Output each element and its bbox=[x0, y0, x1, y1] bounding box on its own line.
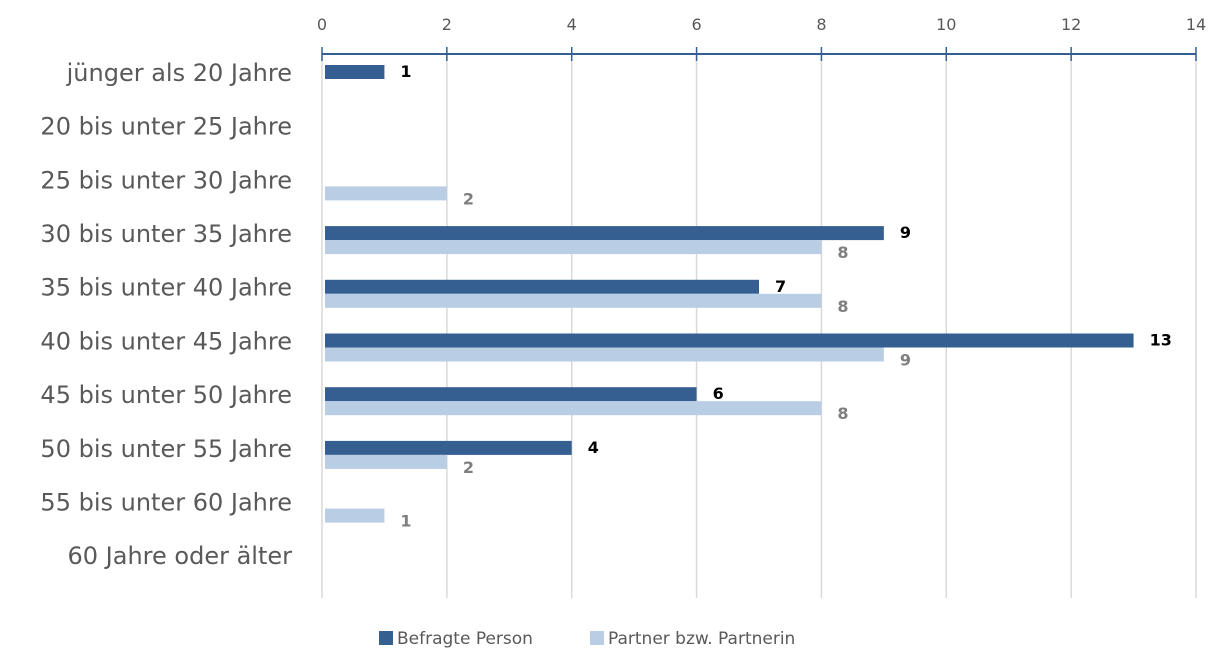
x-tick-label: 8 bbox=[816, 15, 826, 34]
category-label: 30 bis unter 35 Jahre bbox=[40, 220, 292, 248]
bar-befragte-person bbox=[325, 65, 385, 79]
category-label: 50 bis unter 55 Jahre bbox=[40, 435, 292, 463]
bars bbox=[325, 65, 1134, 523]
bar-befragte-person bbox=[325, 387, 697, 402]
category-label: 55 bis unter 60 Jahre bbox=[40, 488, 292, 516]
x-axis: 0 2 4 6 8 10 12 14 bbox=[317, 15, 1206, 61]
grid-lines bbox=[321, 54, 1197, 598]
data-label: 8 bbox=[837, 297, 848, 316]
bar-partner bbox=[325, 186, 447, 201]
value-labels: 1 9 7 13 6 4 2 8 8 9 8 2 1 bbox=[400, 62, 1171, 531]
data-label: 1 bbox=[400, 512, 411, 531]
data-label: 8 bbox=[837, 243, 848, 262]
x-tick-label: 0 bbox=[317, 15, 327, 34]
bar-befragte-person bbox=[325, 226, 884, 241]
category-label: 40 bis unter 45 Jahre bbox=[40, 327, 292, 355]
legend-label: Befragte Person bbox=[397, 629, 533, 649]
data-label: 13 bbox=[1150, 331, 1172, 350]
data-label: 1 bbox=[400, 62, 411, 81]
data-label: 7 bbox=[775, 277, 786, 296]
category-label: 45 bis unter 50 Jahre bbox=[40, 381, 292, 409]
category-labels: jünger als 20 Jahre 20 bis unter 25 Jahre… bbox=[40, 59, 292, 570]
bar-befragte-person bbox=[325, 279, 759, 294]
data-label: 2 bbox=[463, 189, 474, 208]
x-tick-label: 2 bbox=[442, 15, 452, 34]
bar-partner bbox=[325, 454, 447, 469]
data-label: 6 bbox=[713, 384, 724, 403]
category-label: jünger als 20 Jahre bbox=[66, 59, 292, 87]
legend: Befragte Person Partner bzw. Partnerin bbox=[379, 629, 795, 649]
x-tick-label: 12 bbox=[1061, 15, 1081, 34]
bar-befragte-person bbox=[325, 440, 572, 455]
x-tick-label: 6 bbox=[691, 15, 701, 34]
category-label: 20 bis unter 25 Jahre bbox=[40, 113, 292, 141]
data-label: 9 bbox=[900, 351, 911, 370]
x-tick-label: 4 bbox=[567, 15, 577, 34]
data-label: 8 bbox=[837, 404, 848, 423]
category-label: 25 bis unter 30 Jahre bbox=[40, 166, 292, 194]
x-tick-label: 14 bbox=[1186, 15, 1206, 34]
x-tick-label: 10 bbox=[936, 15, 956, 34]
legend-swatch bbox=[379, 631, 393, 645]
category-label: 60 Jahre oder älter bbox=[68, 542, 293, 570]
data-label: 2 bbox=[463, 458, 474, 477]
bar-partner bbox=[325, 347, 884, 362]
bar-partner bbox=[325, 293, 822, 308]
category-label: 35 bis unter 40 Jahre bbox=[40, 274, 292, 302]
bar-partner bbox=[325, 401, 822, 416]
legend-label: Partner bzw. Partnerin bbox=[608, 629, 795, 649]
legend-swatch bbox=[590, 631, 604, 645]
bar-partner bbox=[325, 508, 385, 523]
bar-partner bbox=[325, 240, 822, 255]
data-label: 9 bbox=[900, 223, 911, 242]
data-label: 4 bbox=[588, 438, 599, 457]
bar-befragte-person bbox=[325, 333, 1134, 348]
